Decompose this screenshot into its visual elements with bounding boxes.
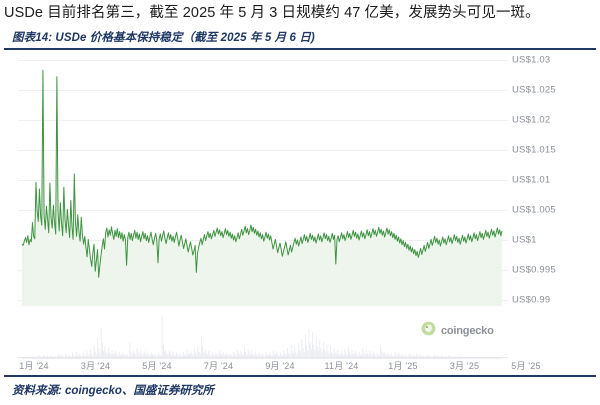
- y-axis-tick-label: US$1.025: [512, 84, 556, 96]
- x-axis-tick-label: 7月 '24: [203, 361, 234, 371]
- y-axis-tick-label: US$0.99: [512, 294, 551, 306]
- headline-text: USDe 目前排名第三，截至 2025 年 5 月 3 日规模约 47 亿美，发…: [4, 5, 540, 21]
- price-area-fill: [22, 70, 502, 306]
- x-axis-tick-label: 5月 '24: [142, 361, 172, 371]
- y-axis-tick-label: US$0.995: [512, 264, 556, 276]
- y-axis-tick-label: US$1.03: [512, 54, 551, 66]
- gecko-icon: [421, 321, 436, 341]
- price-line-series: [21, 69, 503, 360]
- x-axis-tick-label: 1月 '25: [388, 361, 418, 371]
- figure-caption: 图表14: USDe 价格基本保持稳定（截至 2025 年 5 月 6 日): [12, 32, 315, 44]
- x-axis-labels: 1月 '24 3月 '24 5月 '24 7月 '24 9月 '24 11月 '24 1月 …: [18, 359, 578, 375]
- x-axis-tick-label: 11月 '24: [324, 361, 359, 371]
- y-axis-tick-label: US$1.01: [512, 174, 551, 186]
- y-axis-tick-label: US$1.015: [512, 144, 556, 156]
- price-line: [21, 69, 503, 278]
- y-axis-labels: US$1.03 US$1.025 US$1.02 US$1.015 US$1.01 US$…: [512, 52, 596, 364]
- coingecko-watermark: coingecko: [421, 321, 494, 341]
- x-axis-tick-label: 5月 '25: [511, 361, 541, 371]
- x-axis-tick-label: 1月 '24: [19, 361, 49, 371]
- x-axis-tick-label: 3月 '25: [449, 361, 480, 371]
- top-rule: [4, 48, 596, 50]
- source-note: 资料来源: coingecko、国盛证券研究所: [12, 385, 214, 397]
- y-axis-tick-label: US$1.005: [512, 204, 556, 216]
- chart-container: US$1.03 US$1.025 US$1.02 US$1.015 US$1.01 US$…: [4, 52, 596, 372]
- x-axis-line: [18, 357, 508, 358]
- x-axis-tick-label: 9月 '24: [265, 361, 295, 371]
- plot-area: [18, 54, 508, 364]
- x-axis-tick-label: 3月 '24: [80, 361, 111, 371]
- y-axis-tick-label: US$1.02: [512, 114, 551, 126]
- watermark-label: coingecko: [441, 325, 494, 337]
- bottom-rule: [4, 375, 596, 377]
- y-axis-tick-label: US$1: [512, 234, 537, 246]
